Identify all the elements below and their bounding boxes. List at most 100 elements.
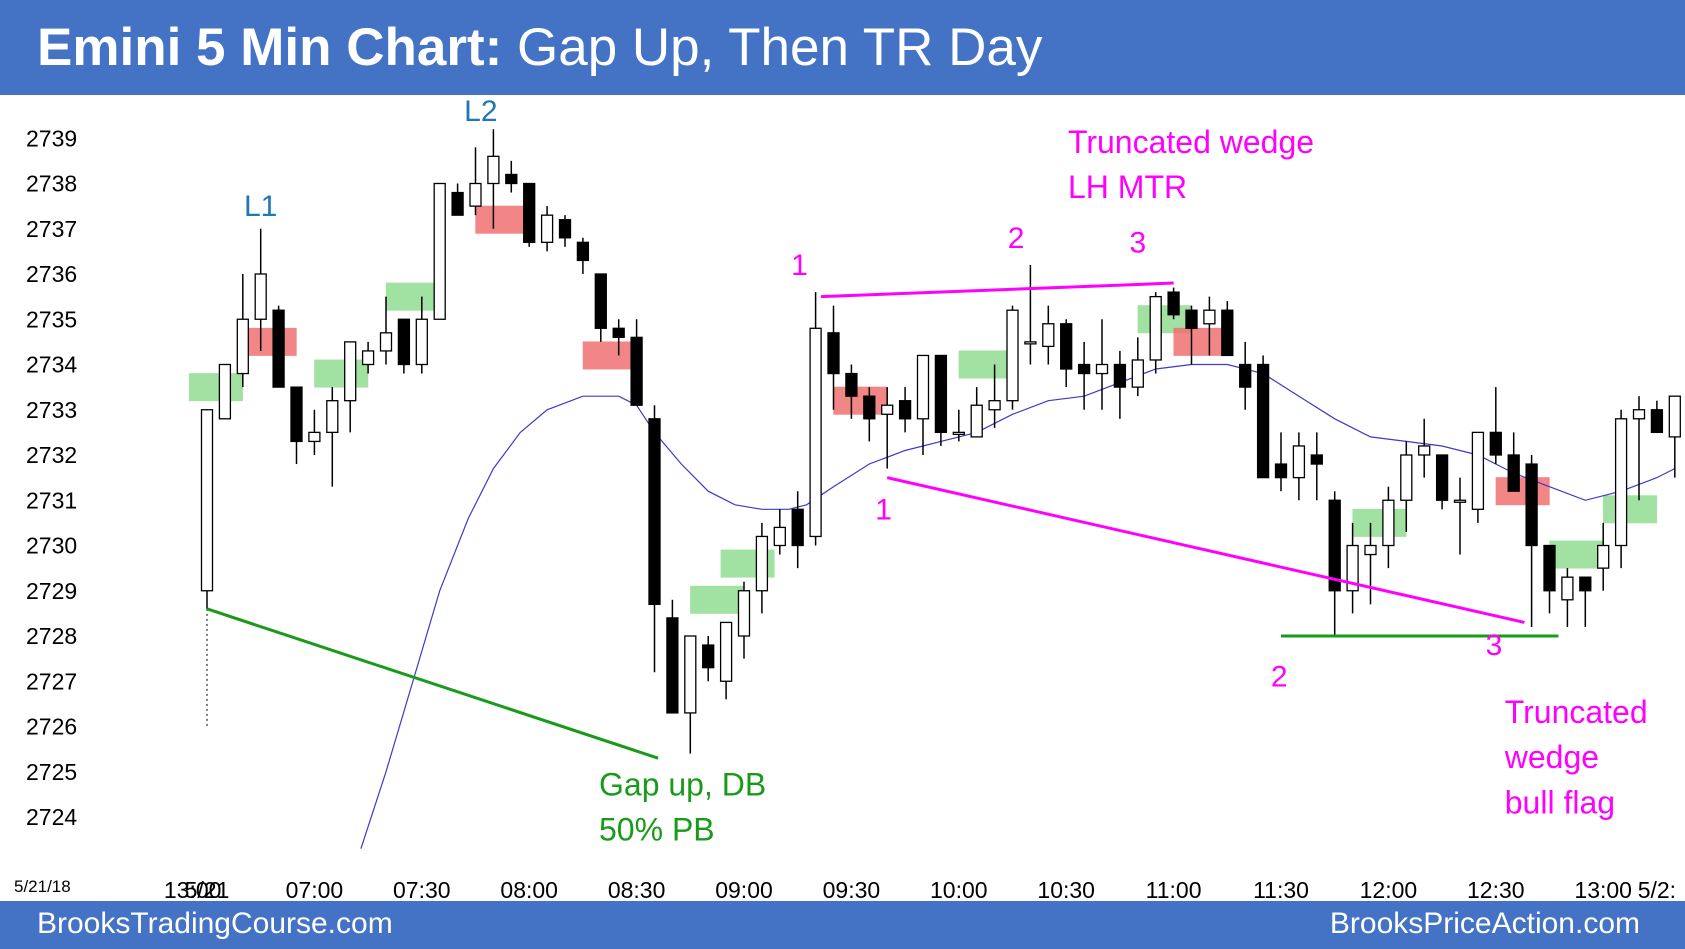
buy-signal-box: [958, 350, 1013, 379]
bear-candle: [1167, 291, 1180, 316]
y-tick-label: 2732: [26, 442, 77, 468]
x-tick-label: 13:00: [1574, 877, 1632, 901]
bull-candle: [1346, 544, 1359, 592]
bear-candle: [827, 332, 840, 375]
bull-candle: [415, 318, 428, 366]
bull-candle: [809, 327, 822, 538]
bull-candle: [308, 431, 321, 443]
bear-candle: [290, 386, 303, 443]
y-tick-label: 2739: [26, 125, 77, 151]
chart-annotation: 3: [1129, 226, 1146, 259]
footer-bar: BrooksTradingCourse.com BrooksPriceActio…: [0, 901, 1685, 949]
chart-annotation: L1: [244, 190, 277, 223]
bear-candle: [1543, 544, 1556, 592]
x-tick-label: 09:00: [715, 877, 773, 901]
bear-candle: [845, 372, 858, 397]
x-tick-label: 5/21: [185, 877, 230, 901]
magenta-trend-line: [886, 476, 1525, 624]
chart-title: Emini 5 Min Chart: Gap Up, Then TR Day: [37, 18, 1042, 78]
y-tick-label: 2725: [26, 759, 77, 785]
bull-candle: [970, 404, 983, 438]
x-tick-label: 5/2:: [1638, 877, 1676, 901]
bull-candle: [737, 590, 751, 637]
bull-candle: [1471, 431, 1485, 510]
bull-candle: [988, 400, 1001, 411]
sell-signal-box: [582, 341, 637, 370]
bull-candle: [1203, 309, 1216, 325]
bull-candle: [379, 332, 393, 352]
bull-candle: [200, 409, 214, 592]
bull-candle: [540, 214, 554, 243]
sell-signal-box: [242, 327, 297, 356]
bull-candle: [1382, 499, 1395, 547]
y-tick-label: 2734: [26, 352, 77, 378]
bull-candle: [487, 155, 500, 185]
x-tick-label: 13:00: [164, 877, 222, 901]
y-tick-label: 2724: [26, 804, 77, 830]
bull-candle: [326, 400, 339, 434]
chart-annotation: 1: [875, 493, 892, 526]
buy-signal-box: [1352, 508, 1407, 537]
bull-candle: [1006, 309, 1019, 402]
bull-candle: [361, 350, 375, 366]
y-tick-label: 2738: [26, 171, 77, 197]
date-label: 5/21/18: [14, 877, 71, 896]
bull-candle: [1149, 295, 1162, 361]
bull-candle: [1024, 341, 1037, 345]
chart-title-bold: Emini 5 Min Chart:: [37, 18, 503, 77]
bull-candle: [1418, 445, 1431, 456]
footer-left-site: BrooksTradingCourse.com: [37, 907, 393, 940]
bear-candle: [1060, 323, 1073, 370]
chart-annotation: Truncated wedge: [1068, 124, 1314, 160]
x-tick-label: 11:00: [1146, 877, 1202, 901]
bear-candle: [1489, 431, 1502, 456]
bear-candle: [1239, 363, 1252, 388]
bear-candle: [397, 318, 411, 366]
chart-annotation: Truncated: [1505, 694, 1648, 730]
y-tick-label: 2733: [26, 397, 77, 423]
chart-annotation: Gap up, DB: [599, 766, 766, 802]
sell-signal-box: [1173, 327, 1228, 356]
chart-annotation: 1: [791, 249, 808, 282]
buy-signal-box: [1549, 540, 1604, 569]
y-tick-label: 2726: [26, 714, 77, 740]
bull-candle: [254, 273, 267, 320]
bear-candle: [558, 219, 572, 239]
chart-annotation: 2: [1008, 222, 1025, 255]
bull-candle: [1668, 395, 1681, 438]
sell-signal-box: [475, 205, 530, 234]
bear-candle: [1579, 576, 1592, 592]
green-trend-line: [206, 607, 659, 760]
y-tick-label: 2736: [26, 261, 77, 287]
y-tick-label: 2728: [26, 623, 77, 649]
x-tick-label: 11:30: [1253, 877, 1309, 901]
x-tick-label: 07:00: [286, 877, 344, 901]
bear-candle: [702, 644, 715, 669]
bull-candle: [1561, 576, 1574, 601]
bear-candle: [648, 418, 661, 605]
chart-annotation: wedge: [1504, 739, 1599, 775]
x-tick-label: 10:00: [930, 877, 988, 901]
magenta-trend-line: [820, 281, 1174, 299]
bull-candle: [755, 535, 769, 592]
bull-candle: [1614, 418, 1628, 547]
bear-candle: [1310, 454, 1323, 465]
bear-candle: [505, 173, 518, 185]
bear-candle: [898, 400, 912, 420]
bull-candle: [1453, 499, 1467, 503]
x-tick-label: 12:00: [1360, 877, 1418, 901]
bear-candle: [1274, 463, 1288, 479]
buy-signal-box: [385, 282, 440, 311]
x-tick-label: 08:30: [608, 877, 666, 901]
footer-right-site: BrooksPriceAction.com: [1329, 907, 1640, 940]
bull-candle: [719, 621, 733, 682]
bear-candle: [791, 508, 804, 547]
chart-annotation: LH MTR: [1068, 169, 1187, 205]
bull-candle: [1400, 454, 1413, 501]
bull-candle: [1131, 359, 1144, 388]
bear-candle: [272, 309, 285, 388]
bull-candle: [684, 635, 697, 714]
bull-candle: [236, 318, 249, 375]
y-tick-label: 2727: [26, 668, 77, 694]
x-tick-label: 09:30: [823, 877, 881, 901]
